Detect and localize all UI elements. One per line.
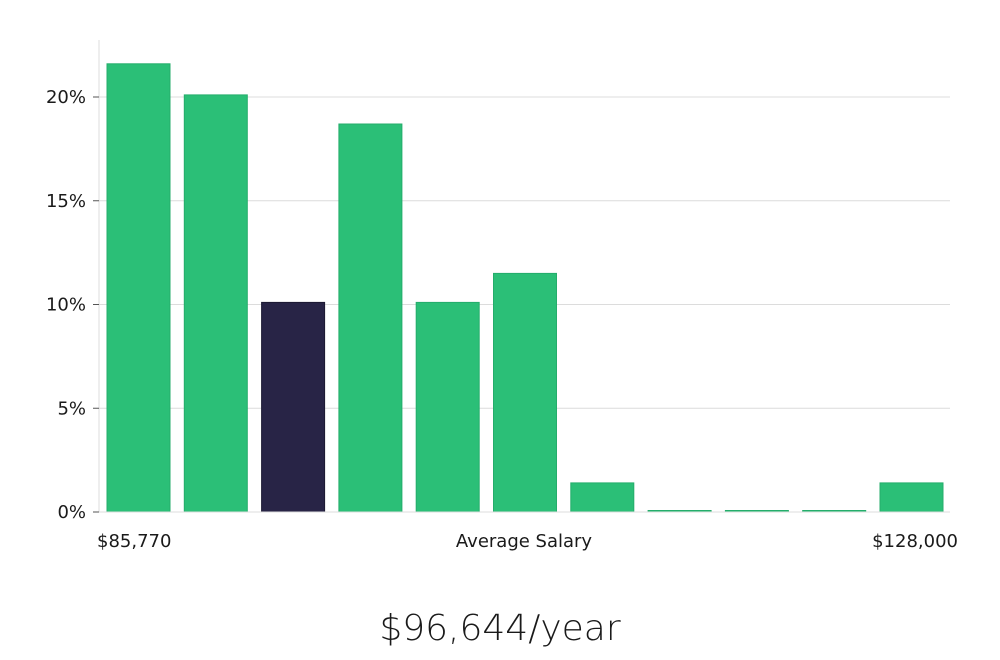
bar <box>106 63 171 513</box>
bar <box>415 301 480 513</box>
bar <box>493 272 557 513</box>
bar-highlighted <box>261 301 326 513</box>
x-min-label: $85,770 <box>97 531 171 552</box>
bars <box>106 63 944 513</box>
x-max-label: $128,000 <box>872 531 958 552</box>
average-salary-value: $96,644/year <box>379 608 621 649</box>
y-tick-label: 15% <box>46 191 86 212</box>
bar <box>570 482 635 513</box>
y-tick-label: 10% <box>46 295 86 316</box>
y-tick-labels: 0% 5% 10% 15% 20% <box>46 87 99 523</box>
salary-histogram: 0% 5% 10% 15% 20% $85,770 Average Salary $12… <box>46 40 958 552</box>
bar <box>183 94 248 513</box>
y-tick-label: 5% <box>57 398 86 419</box>
bar <box>338 123 403 513</box>
bar <box>879 482 944 513</box>
x-axis-title: Average Salary <box>456 531 593 552</box>
y-tick-label: 0% <box>57 502 86 523</box>
y-tick-label: 20% <box>46 87 86 108</box>
